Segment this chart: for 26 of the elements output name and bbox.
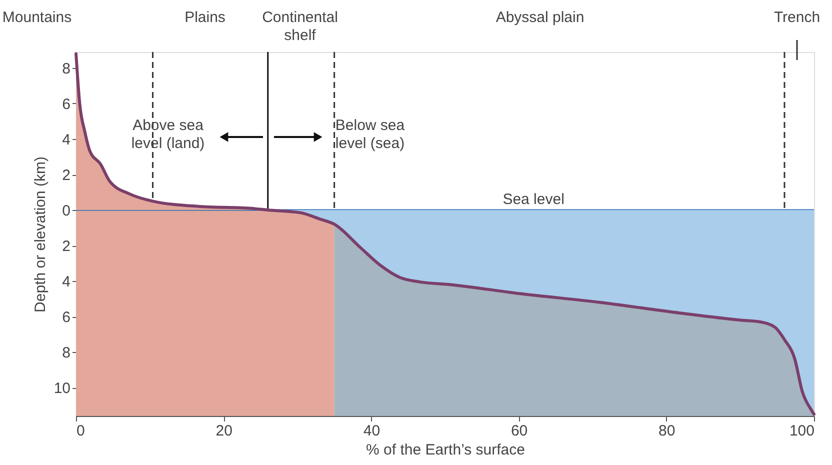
y-tick-label: 2 [62, 238, 70, 256]
y-tick-label: 8 [62, 60, 70, 78]
y-tick-label: 10 [54, 380, 70, 398]
y-tick-label: 4 [62, 132, 70, 149]
y-tick-label: 2 [62, 167, 70, 184]
y-tick-label: 4 [62, 274, 70, 291]
y-axis-title: Depth or elevation (km) [32, 156, 49, 312]
y-tick-label: 6 [62, 96, 70, 113]
annotation: Above sea level (land) [131, 117, 205, 152]
x-tick-label: 20 [216, 422, 232, 440]
text: Mountains [2, 9, 72, 26]
text: Continental shelf [262, 9, 338, 44]
text: Abyssal plain [496, 9, 584, 26]
y-tick-label: 6 [62, 309, 70, 326]
x-tick-label: 100 [789, 422, 814, 440]
text: Plains [184, 9, 226, 26]
annotation: Below sea level (sea) [335, 117, 406, 152]
x-axis-title: % of the Earth’s surface [366, 442, 525, 458]
text: Trench [774, 9, 820, 26]
y-tick-label: 0 [62, 202, 70, 220]
x-tick-label: 40 [363, 422, 380, 440]
x-tick-label: 60 [510, 422, 528, 440]
x-tick-label: 80 [658, 422, 676, 440]
x-tick-label: 0 [76, 422, 85, 440]
ref-line-label: Sea level [502, 191, 564, 208]
y-tick-label: 8 [62, 344, 70, 362]
